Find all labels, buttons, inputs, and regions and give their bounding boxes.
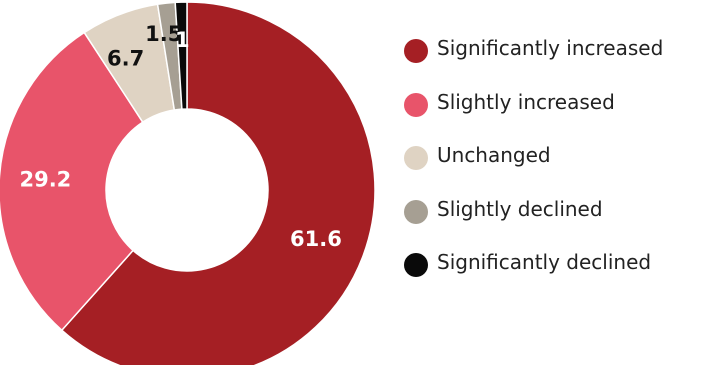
legend-item-unchanged: Unchanged bbox=[404, 137, 699, 191]
data-label-significantly-declined: 1 bbox=[175, 28, 190, 52]
slice-slightly-increased bbox=[0, 31, 144, 332]
legend-item-significantly-increased: Significantly increased bbox=[404, 30, 699, 84]
slice-significantly-declined bbox=[174, 1, 188, 110]
donut-chart: 61.6 29.2 6.71.51 bbox=[0, 1, 376, 365]
slice-significantly-increased bbox=[60, 1, 376, 365]
data-label-slightly-declined: 1.5 bbox=[145, 22, 182, 46]
legend-swatch bbox=[404, 199, 428, 224]
legend-swatch bbox=[404, 92, 428, 117]
data-label-slightly-increased: 29.2 bbox=[19, 167, 71, 191]
legend-label: Slightly increased bbox=[437, 89, 615, 114]
legend-swatch bbox=[404, 146, 428, 170]
legend-swatch bbox=[404, 39, 428, 63]
legend-label: Significantly declined bbox=[437, 250, 652, 274]
legend-label: Significantly increased bbox=[437, 36, 664, 60]
legend-item-slightly-increased: Slightly increased bbox=[404, 84, 699, 138]
legend: Significantly increased Slightly increas… bbox=[404, 30, 699, 298]
legend-label: Unchanged bbox=[437, 143, 551, 167]
legend-swatch bbox=[404, 253, 428, 277]
legend-item-significantly-declined: Significantly declined bbox=[404, 244, 699, 298]
data-label-significantly-increased: 61.6 bbox=[290, 227, 342, 251]
legend-item-slightly-declined: Slightly declined bbox=[404, 191, 699, 245]
legend-label: Slightly declined bbox=[437, 196, 603, 221]
data-label-unchanged: 6.7 bbox=[107, 47, 144, 71]
